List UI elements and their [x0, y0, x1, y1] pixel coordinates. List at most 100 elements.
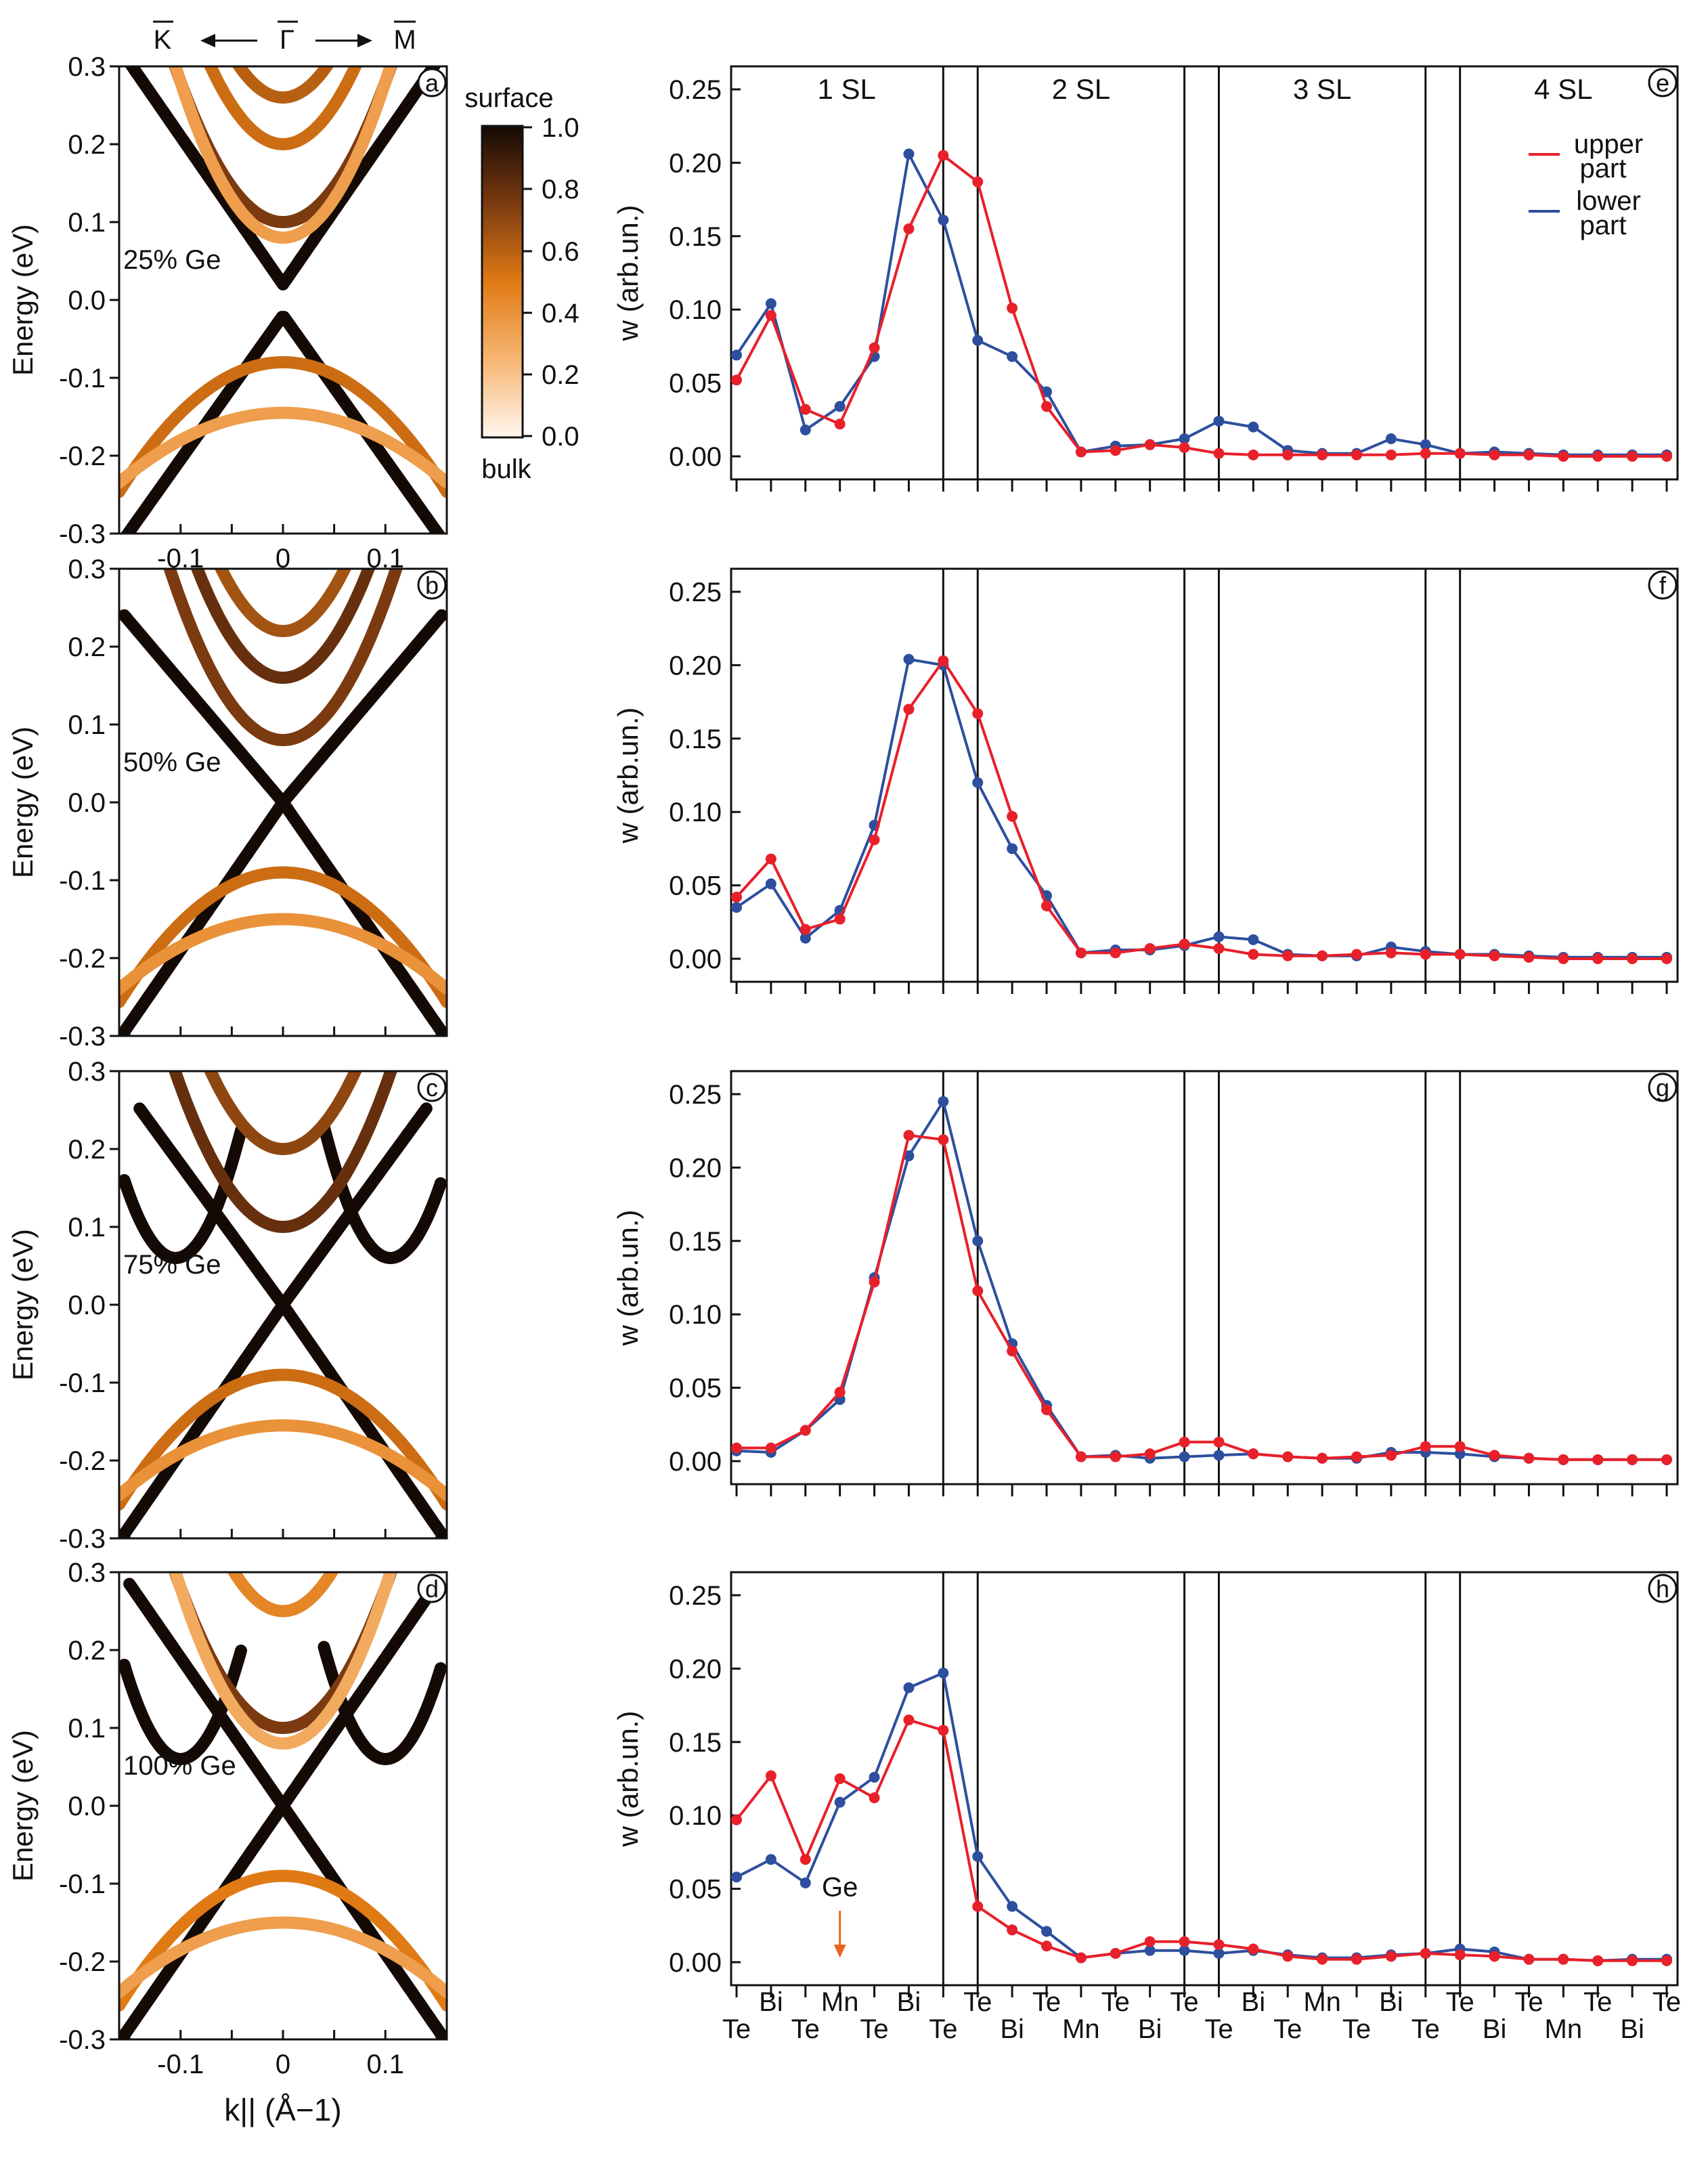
colorbar-tick-label: 0.2: [542, 360, 579, 390]
data-point: [1385, 433, 1397, 444]
data-point: [972, 777, 984, 788]
y-tick-label: 0.05: [669, 1374, 722, 1404]
data-point: [938, 1134, 949, 1146]
data-point: [834, 401, 846, 412]
data-point: [1213, 931, 1225, 943]
band-line: [227, 1572, 339, 1618]
x-tick-label: 0: [276, 2050, 290, 2079]
atom-label: Te: [1652, 1987, 1681, 2017]
y-tick-label: 0.0: [68, 1291, 106, 1320]
y-tick-label: 0.25: [669, 578, 722, 607]
band-panel-d: 0.3 0.2 0.1 0.0 -0.1 -0.2 -0.3 -0.1 0 0.1 Energy (…: [7, 1558, 448, 2127]
data-point: [1661, 451, 1672, 462]
y-tick-label: 0.10: [669, 798, 722, 827]
panel-badge: [1648, 68, 1678, 98]
data-point: [938, 1667, 949, 1678]
panel-letter: g: [1656, 1074, 1669, 1102]
y-tick-label: 0.10: [669, 1300, 722, 1330]
bands-group: [119, 1071, 447, 1538]
data-point: [1248, 449, 1259, 460]
y-tick-label: 0.10: [669, 1801, 722, 1831]
data-point: [1075, 1451, 1087, 1463]
y-axis-label: w (arb.un.): [612, 205, 644, 342]
data-point: [1317, 1452, 1328, 1464]
y-tick-label: 0.20: [669, 148, 722, 178]
data-point: [1248, 1943, 1259, 1955]
data-point: [903, 1682, 915, 1693]
atom-label: Te: [963, 1987, 992, 2017]
data-point: [938, 655, 949, 666]
data-point: [1041, 1941, 1052, 1952]
data-point: [834, 913, 846, 925]
atom-label: Te: [860, 2014, 888, 2044]
data-point: [1110, 445, 1121, 456]
atom-label: Te: [722, 2014, 751, 2044]
y-tick-label: 0.0: [68, 286, 106, 316]
y-tick-label: 0.00: [669, 1948, 722, 1978]
data-point: [1627, 451, 1638, 462]
data-point: [1592, 953, 1604, 964]
atom-label: Te: [1342, 2014, 1371, 2044]
data-point: [938, 150, 949, 161]
atom-label: Te: [1101, 1987, 1130, 2017]
atom-label: Bi: [1000, 2014, 1024, 2044]
data-point: [1454, 949, 1466, 960]
data-point: [1351, 1451, 1362, 1463]
data-point: [869, 342, 880, 353]
data-point: [1179, 1436, 1190, 1448]
y-tick-label: 0.1: [68, 1714, 106, 1743]
data-point: [731, 902, 742, 913]
y-axis-label: w (arb.un.): [612, 1711, 644, 1848]
data-point: [1385, 947, 1397, 959]
arrowhead-right-icon: [357, 34, 372, 47]
atom-label: Te: [929, 2014, 957, 2044]
series-line: [735, 152, 1667, 456]
y-tick-label: 0.20: [669, 651, 722, 680]
y-tick-label: -0.3: [59, 1524, 106, 1554]
data-point: [1213, 415, 1225, 427]
sl-label: 1 SL: [817, 73, 875, 105]
data-point: [1007, 303, 1018, 314]
y-tick-label: -0.1: [59, 1368, 106, 1398]
colorbar-tick-label: 1.0: [542, 113, 579, 143]
band-line: [169, 66, 397, 244]
band-line: [119, 1124, 247, 1264]
data-point: [1041, 1404, 1052, 1416]
data-point: [1454, 448, 1466, 459]
data-point: [1385, 1951, 1397, 1962]
panel-letter: e: [1656, 69, 1669, 97]
panel-badge: [1648, 570, 1678, 600]
doping-label: 100% Ge: [123, 1751, 236, 1781]
atom-label: Te: [1514, 1987, 1543, 2017]
band-line: [169, 1572, 397, 1750]
data-point: [1213, 943, 1225, 954]
data-point: [1248, 421, 1259, 433]
panel-badge: [1648, 1073, 1678, 1102]
arrowhead-left-icon: [200, 34, 215, 47]
y-tick-label: 0.20: [669, 1654, 722, 1684]
ge-arrowhead-icon: [833, 1944, 846, 1958]
y-tick-label: 0.05: [669, 369, 722, 399]
y-tick-label: -0.2: [59, 1947, 106, 1977]
data-point: [800, 1877, 811, 1888]
data-point: [765, 1770, 776, 1781]
data-point: [1661, 1955, 1672, 1966]
colorbar-tick-label: 0.0: [542, 422, 579, 452]
y-tick-label: 0.05: [669, 1875, 722, 1905]
panel-letter: c: [426, 1074, 438, 1102]
x-tick-label: 0: [276, 544, 290, 573]
y-tick-label: -0.3: [59, 519, 106, 549]
legend-label: upper: [1574, 129, 1643, 159]
data-point: [1248, 1448, 1259, 1460]
y-axis-label: w (arb.un.): [612, 708, 644, 844]
y-axis-label: Energy (eV): [7, 224, 39, 376]
data-point: [834, 418, 846, 430]
data-point: [834, 1796, 846, 1808]
data-point: [1144, 1936, 1156, 1947]
data-point: [1627, 1454, 1638, 1465]
band-line: [121, 311, 445, 534]
band-line: [232, 66, 334, 104]
data-point: [765, 1854, 776, 1865]
data-point: [1144, 439, 1156, 450]
doping-label: 50% Ge: [123, 748, 221, 777]
